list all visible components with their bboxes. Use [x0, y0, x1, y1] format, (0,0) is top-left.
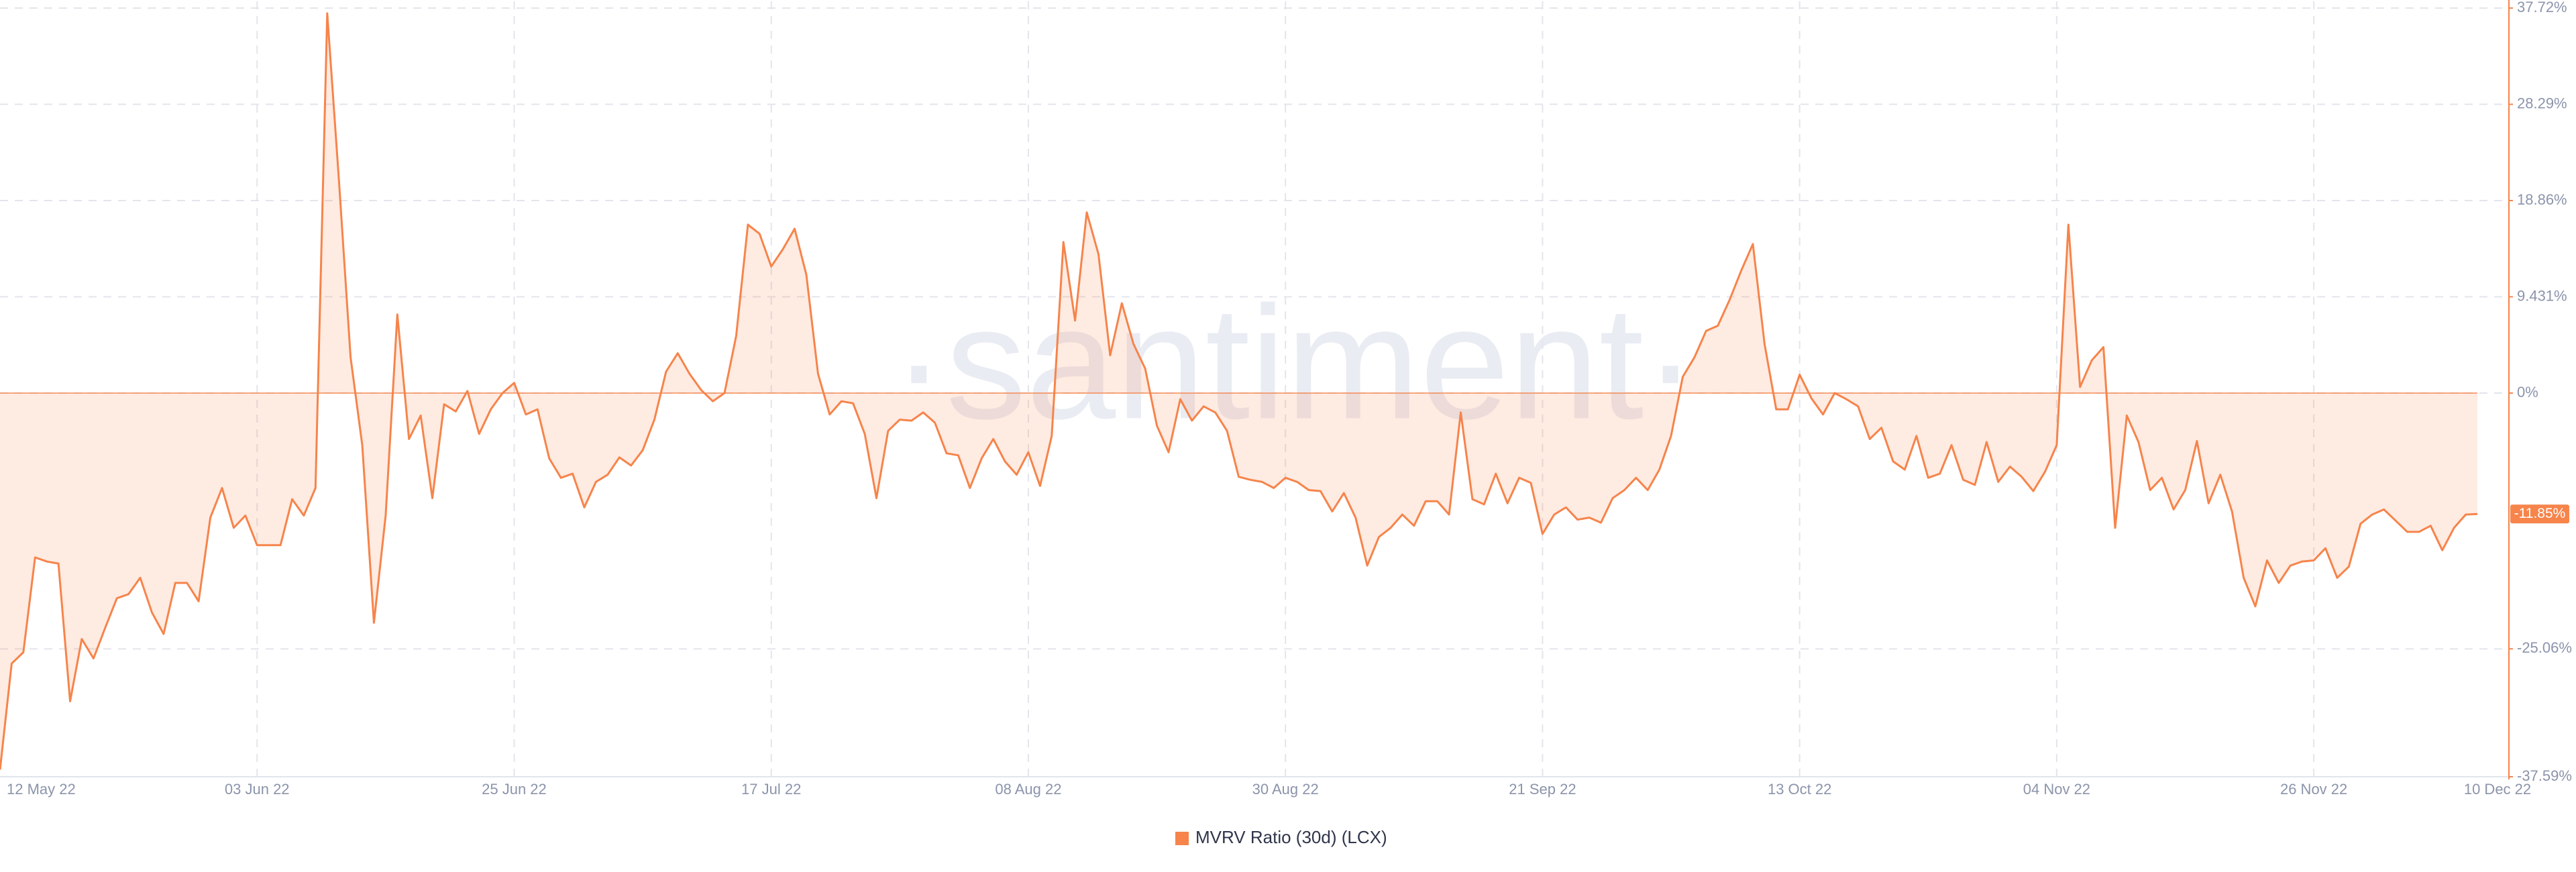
- y-tick-label: 37.72%: [2517, 0, 2567, 15]
- line: [0, 12, 2478, 770]
- x-tick-label: 04 Nov 22: [2023, 781, 2090, 798]
- legend-swatch: [1175, 832, 1189, 845]
- x-tick-label: 26 Nov 22: [2280, 781, 2347, 798]
- x-tick-label: 13 Oct 22: [1768, 781, 1831, 798]
- x-tick-label: 17 Jul 22: [741, 781, 801, 798]
- x-tick-label: 03 Jun 22: [225, 781, 290, 798]
- y-tick-label: -37.59%: [2517, 767, 2572, 784]
- y-tick-label: 18.86%: [2517, 191, 2567, 208]
- y-tick-label: 0%: [2517, 384, 2538, 400]
- watermark: ·santiment·: [892, 272, 1697, 452]
- y-tick-label: -25.06%: [2517, 639, 2572, 656]
- x-tick-label: 08 Aug 22: [995, 781, 1061, 798]
- x-tick-label: 12 May 22: [7, 781, 76, 798]
- last-value-badge: [2510, 504, 2569, 524]
- x-tick-label: 21 Sep 22: [1509, 781, 1576, 798]
- last-value-label: -11.85%: [2514, 506, 2566, 521]
- x-tick-label: 10 Dec 22: [2464, 781, 2531, 798]
- legend-label: MVRV Ratio (30d) (LCX): [1195, 827, 1387, 847]
- y-tick-label: 9.431%: [2517, 287, 2567, 304]
- x-tick-label: 25 Jun 22: [482, 781, 547, 798]
- x-tick-label: 30 Aug 22: [1252, 781, 1319, 798]
- y-tick-label: 28.29%: [2517, 95, 2567, 111]
